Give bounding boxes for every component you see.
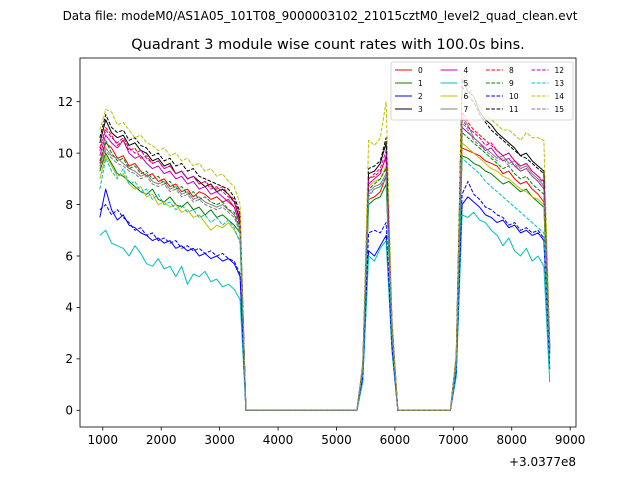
series-line-3 xyxy=(99,78,551,411)
series-line-2 xyxy=(99,188,551,411)
x-tick-label: 1000 xyxy=(88,433,119,447)
series-line-8 xyxy=(99,111,551,411)
series-line-12 xyxy=(99,119,551,411)
x-tick-label: 9000 xyxy=(555,433,586,447)
legend-label-6: 6 xyxy=(464,92,469,101)
legend-label-13: 13 xyxy=(555,79,565,88)
legend-label-8: 8 xyxy=(509,66,514,75)
y-tick-label: 2 xyxy=(65,352,73,366)
legend-label-15: 15 xyxy=(555,105,565,114)
y-tick-label: 0 xyxy=(65,404,73,418)
legend-label-3: 3 xyxy=(418,105,423,114)
legend-label-10: 10 xyxy=(509,92,519,101)
series-group xyxy=(99,72,551,411)
series-line-4 xyxy=(99,126,551,411)
y-tick-label: 12 xyxy=(58,95,73,109)
legend-label-4: 4 xyxy=(464,66,469,75)
series-line-13 xyxy=(99,157,551,411)
chart-suptitle: Data file: modeM0/AS1A05_101T08_90000031… xyxy=(63,9,578,23)
series-line-1 xyxy=(99,152,551,411)
legend-label-9: 9 xyxy=(509,79,514,88)
legend-label-1: 1 xyxy=(418,79,423,88)
legend-label-12: 12 xyxy=(555,66,565,75)
x-tick-label: 8000 xyxy=(496,433,527,447)
legend-label-0: 0 xyxy=(418,66,423,75)
axes-frame xyxy=(79,57,577,428)
legend-label-7: 7 xyxy=(464,105,469,114)
x-tick-label: 4000 xyxy=(263,433,294,447)
legend-frame xyxy=(390,61,574,121)
y-tick-label: 10 xyxy=(58,146,73,160)
x-tick-label: 7000 xyxy=(438,433,469,447)
x-tick-label: 5000 xyxy=(321,433,352,447)
x-axis-offset-label: +3.0377e8 xyxy=(509,455,576,469)
legend-label-2: 2 xyxy=(418,92,423,101)
x-tick-label: 6000 xyxy=(380,433,411,447)
y-tick-label: 6 xyxy=(65,249,73,263)
y-tick-label: 4 xyxy=(65,301,73,315)
series-line-10 xyxy=(99,180,551,411)
plot-area: 1000 2000 3000 4000 5000 6000 7000 8000 9000 0 2 4 6… xyxy=(58,57,586,447)
legend-label-14: 14 xyxy=(555,92,565,101)
legend-label-11: 11 xyxy=(509,105,519,114)
series-line-11 xyxy=(99,85,551,411)
y-tick-label: 8 xyxy=(65,198,73,212)
series-line-15 xyxy=(99,121,551,411)
legend-label-5: 5 xyxy=(464,79,469,88)
chart-title: Quadrant 3 module wise count rates with … xyxy=(131,37,525,53)
x-tick-label: 2000 xyxy=(146,433,177,447)
series-line-9 xyxy=(99,132,551,411)
x-tick-label: 3000 xyxy=(204,433,235,447)
